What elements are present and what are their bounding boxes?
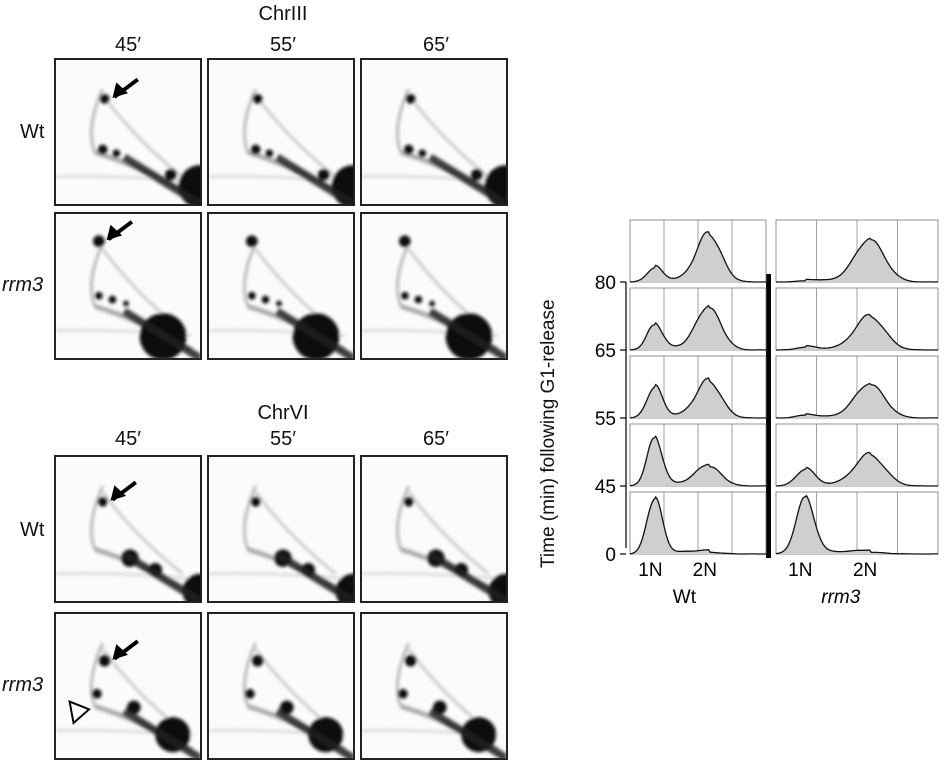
histogram-area bbox=[776, 495, 938, 554]
flow-x-tick-label: 1N bbox=[638, 560, 662, 581]
gel-chr3-wt-45 bbox=[54, 58, 202, 206]
gel-chr6-wt-55 bbox=[207, 455, 355, 603]
flow-y-tick-label: 80 bbox=[595, 273, 616, 294]
histogram-line bbox=[629, 435, 767, 487]
flow-panel-label: Wt bbox=[673, 587, 697, 608]
histogram-line bbox=[775, 451, 938, 487]
histogram-area bbox=[630, 305, 766, 350]
gel-chr3-rrm3-45 bbox=[54, 212, 202, 360]
flow-x-tick-label: 1N bbox=[788, 560, 812, 581]
gel-chr6-wt-45 bbox=[54, 455, 202, 603]
gel-chr6-rrm3-55 bbox=[207, 612, 355, 760]
chr6-row-rrm3-label: rrm3 bbox=[2, 674, 44, 696]
chr3-time-65: 65′ bbox=[423, 34, 449, 56]
gel-chr6-rrm3-65 bbox=[360, 612, 508, 760]
flow-panel-label: rrm3 bbox=[821, 587, 860, 608]
chr6-row-wt-label: Wt bbox=[20, 519, 45, 541]
chr3-row-rrm3-label: rrm3 bbox=[2, 274, 44, 296]
chr6-time-55: 55′ bbox=[270, 428, 296, 450]
gel-chr6-wt-65 bbox=[360, 455, 508, 603]
histogram-area bbox=[630, 436, 766, 486]
histogram-line bbox=[776, 237, 938, 283]
flow-cytometry-chart: 80 65 55 45 0 1N 2N Wt 1N 2N rrm3 bbox=[595, 219, 939, 608]
histogram-area bbox=[630, 378, 766, 418]
histogram-line bbox=[629, 377, 766, 419]
histogram-area bbox=[776, 314, 938, 350]
gel-chr6-rrm3-45 bbox=[54, 612, 202, 760]
flow-x-tick-label: 2N bbox=[853, 560, 877, 581]
chr3-title: ChrIII bbox=[258, 3, 308, 25]
chr3-row-wt-label: Wt bbox=[20, 121, 45, 143]
chr3-time-45: 45′ bbox=[115, 34, 141, 56]
gel-chr3-rrm3-55 bbox=[207, 212, 355, 360]
histogram-line bbox=[775, 382, 939, 419]
gel-chr3-rrm3-65 bbox=[360, 212, 508, 360]
chr6-time-45: 45′ bbox=[115, 428, 141, 450]
histogram-line bbox=[629, 304, 766, 351]
gel-chr3-wt-55 bbox=[207, 58, 355, 206]
flow-y-tick-label: 45 bbox=[595, 477, 616, 498]
chr6-time-65: 65′ bbox=[423, 428, 449, 450]
histogram-line bbox=[629, 231, 766, 283]
histogram-area bbox=[630, 497, 766, 554]
histogram-line bbox=[775, 494, 938, 555]
histogram-area bbox=[630, 231, 766, 282]
flow-y-tick-label: 65 bbox=[595, 341, 616, 362]
histogram-area bbox=[776, 383, 938, 418]
chr3-time-55: 55′ bbox=[270, 34, 296, 56]
histogram-line bbox=[629, 495, 766, 555]
panel-separator bbox=[766, 274, 771, 558]
flow-x-tick-label: 2N bbox=[693, 560, 717, 581]
chr6-title: ChrVI bbox=[257, 402, 309, 424]
histogram-area bbox=[776, 238, 938, 282]
gel-chr3-wt-65 bbox=[360, 58, 508, 206]
histogram-area bbox=[776, 452, 938, 486]
histogram-line bbox=[776, 313, 938, 351]
flow-y-tick-label: 0 bbox=[605, 545, 616, 566]
flow-y-tick-label: 55 bbox=[595, 409, 616, 430]
